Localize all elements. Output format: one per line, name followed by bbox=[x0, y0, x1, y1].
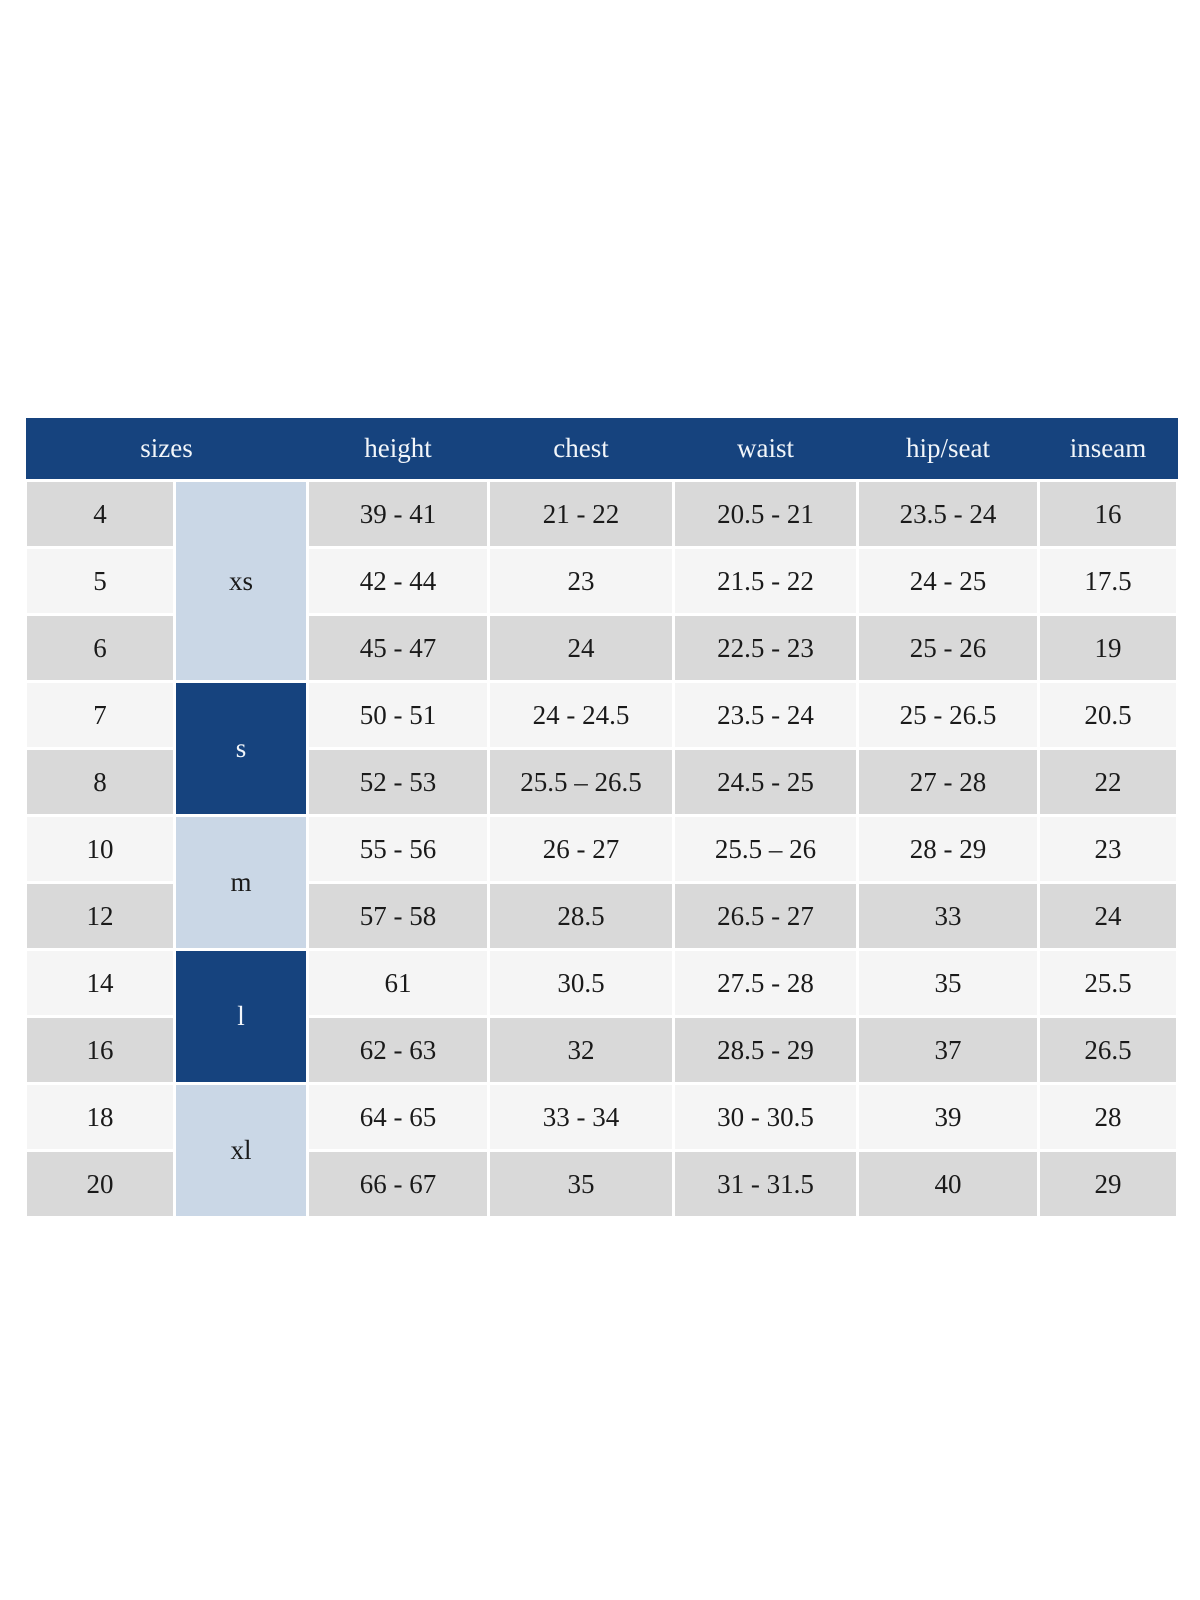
size-cell: 10 bbox=[24, 814, 176, 884]
height-cell: 62 - 63 bbox=[306, 1015, 491, 1085]
height-cell: 39 - 41 bbox=[306, 479, 491, 549]
chest-cell: 23 bbox=[487, 546, 676, 616]
group-cell-s: s bbox=[172, 680, 310, 817]
size-cell: 6 bbox=[24, 613, 176, 683]
table-row-size-10: 10 m 55 - 56 26 - 27 25.5 – 26 28 - 29 2… bbox=[24, 814, 1180, 951]
size-cell: 8 bbox=[24, 747, 176, 817]
hip-seat-cell: 24 - 25 bbox=[856, 546, 1041, 616]
chest-cell: 35 bbox=[487, 1149, 676, 1219]
inseam-cell: 23 bbox=[1037, 814, 1180, 884]
header-row: sizes height chest waist hip/seat inseam bbox=[25, 418, 1178, 481]
size-cell: 14 bbox=[24, 948, 176, 1018]
column-header-chest: chest bbox=[488, 418, 674, 481]
table-row-size-14: 14 l 61 30.5 27.5 - 28 35 25.5 bbox=[24, 948, 1180, 1085]
size-cell: 5 bbox=[24, 546, 176, 616]
height-cell: 66 - 67 bbox=[306, 1149, 491, 1219]
waist-cell: 30 - 30.5 bbox=[672, 1082, 860, 1152]
size-cell: 4 bbox=[24, 479, 176, 549]
column-header-inseam: inseam bbox=[1038, 418, 1178, 481]
hip-seat-cell: 28 - 29 bbox=[856, 814, 1041, 884]
waist-cell: 24.5 - 25 bbox=[672, 747, 860, 817]
waist-cell: 21.5 - 22 bbox=[672, 546, 860, 616]
group-cell-xl: xl bbox=[172, 1082, 310, 1219]
height-cell: 52 - 53 bbox=[306, 747, 491, 817]
hip-seat-cell: 40 bbox=[856, 1149, 1041, 1219]
table-row-size-8: 8 52 - 53 25.5 – 26.5 24.5 - 25 27 - 28 … bbox=[24, 747, 1180, 817]
height-cell: 57 - 58 bbox=[306, 881, 491, 951]
hip-seat-cell: 39 bbox=[856, 1082, 1041, 1152]
table-row-size-16: 16 62 - 63 32 28.5 - 29 37 26.5 bbox=[24, 1015, 1180, 1085]
size-cell: 7 bbox=[24, 680, 176, 750]
size-cell: 12 bbox=[24, 881, 176, 951]
column-header-height: height bbox=[307, 418, 489, 481]
size-chart-table: sizes height chest waist hip/seat inseam… bbox=[24, 418, 1180, 1219]
inseam-cell: 29 bbox=[1037, 1149, 1180, 1219]
height-cell: 64 - 65 bbox=[306, 1082, 491, 1152]
inseam-cell: 24 bbox=[1037, 881, 1180, 951]
size-cell: 20 bbox=[24, 1149, 176, 1219]
inseam-cell: 20.5 bbox=[1037, 680, 1180, 750]
chest-cell: 21 - 22 bbox=[487, 479, 676, 549]
table-row-size-7: 7 s 50 - 51 24 - 24.5 23.5 - 24 25 - 26.… bbox=[24, 680, 1180, 817]
chest-cell: 24 bbox=[487, 613, 676, 683]
chest-cell: 33 - 34 bbox=[487, 1082, 676, 1152]
height-cell: 55 - 56 bbox=[306, 814, 491, 884]
hip-seat-cell: 25 - 26 bbox=[856, 613, 1041, 683]
group-cell-l: l bbox=[172, 948, 310, 1085]
height-cell: 61 bbox=[306, 948, 491, 1018]
column-header-sizes: sizes bbox=[25, 418, 308, 481]
waist-cell: 28.5 - 29 bbox=[672, 1015, 860, 1085]
column-header-waist: waist bbox=[673, 418, 858, 481]
waist-cell: 23.5 - 24 bbox=[672, 680, 860, 750]
inseam-cell: 16 bbox=[1037, 479, 1180, 549]
inseam-cell: 28 bbox=[1037, 1082, 1180, 1152]
size-cell: 18 bbox=[24, 1082, 176, 1152]
height-cell: 45 - 47 bbox=[306, 613, 491, 683]
chest-cell: 32 bbox=[487, 1015, 676, 1085]
waist-cell: 27.5 - 28 bbox=[672, 948, 860, 1018]
chest-cell: 28.5 bbox=[487, 881, 676, 951]
waist-cell: 20.5 - 21 bbox=[672, 479, 860, 549]
size-cell: 16 bbox=[24, 1015, 176, 1085]
table-row-size-6: 6 45 - 47 24 22.5 - 23 25 - 26 19 bbox=[24, 613, 1180, 683]
inseam-cell: 22 bbox=[1037, 747, 1180, 817]
hip-seat-cell: 23.5 - 24 bbox=[856, 479, 1041, 549]
hip-seat-cell: 37 bbox=[856, 1015, 1041, 1085]
table-row-size-12: 12 57 - 58 28.5 26.5 - 27 33 24 bbox=[24, 881, 1180, 951]
chest-cell: 30.5 bbox=[487, 948, 676, 1018]
inseam-cell: 26.5 bbox=[1037, 1015, 1180, 1085]
table-row-size-20: 20 66 - 67 35 31 - 31.5 40 29 bbox=[24, 1149, 1180, 1219]
height-cell: 42 - 44 bbox=[306, 546, 491, 616]
table-row-size-18: 18 xl 64 - 65 33 - 34 30 - 30.5 39 28 bbox=[24, 1082, 1180, 1219]
group-cell-m: m bbox=[172, 814, 310, 951]
chest-cell: 24 - 24.5 bbox=[487, 680, 676, 750]
chest-cell: 26 - 27 bbox=[487, 814, 676, 884]
waist-cell: 26.5 - 27 bbox=[672, 881, 860, 951]
hip-seat-cell: 33 bbox=[856, 881, 1041, 951]
inseam-cell: 25.5 bbox=[1037, 948, 1180, 1018]
hip-seat-cell: 25 - 26.5 bbox=[856, 680, 1041, 750]
inseam-cell: 19 bbox=[1037, 613, 1180, 683]
inseam-cell: 17.5 bbox=[1037, 546, 1180, 616]
hip-seat-cell: 35 bbox=[856, 948, 1041, 1018]
group-cell-xs: xs bbox=[172, 479, 310, 683]
table-row-size-5: 5 42 - 44 23 21.5 - 22 24 - 25 17.5 bbox=[24, 546, 1180, 616]
table-row-size-4: 4 xs 39 - 41 21 - 22 20.5 - 21 23.5 - 24… bbox=[24, 479, 1180, 683]
waist-cell: 22.5 - 23 bbox=[672, 613, 860, 683]
column-header-hip-seat: hip/seat bbox=[857, 418, 1039, 481]
waist-cell: 31 - 31.5 bbox=[672, 1149, 860, 1219]
waist-cell: 25.5 – 26 bbox=[672, 814, 860, 884]
hip-seat-cell: 27 - 28 bbox=[856, 747, 1041, 817]
height-cell: 50 - 51 bbox=[306, 680, 491, 750]
chest-cell: 25.5 – 26.5 bbox=[487, 747, 676, 817]
